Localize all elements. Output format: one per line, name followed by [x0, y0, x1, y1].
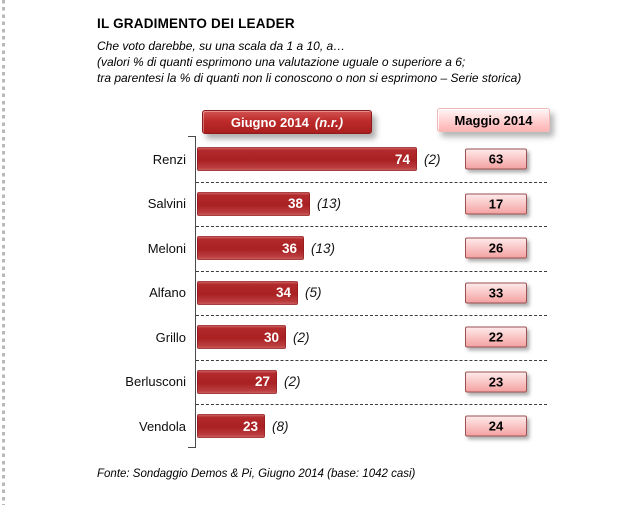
bar-value: 27: [254, 374, 270, 390]
bar-note: (5): [305, 285, 322, 301]
prev-value: 33: [488, 285, 504, 301]
bar-chart: Renzi 74 (2) 63 Salvini 38 (13) 17 Melon…: [0, 137, 627, 449]
left-perforation-border: [2, 0, 5, 505]
legend-june-suffix: (n.r.): [314, 114, 344, 130]
bar-note: (2): [293, 329, 310, 345]
bar-area: 27 (2): [197, 369, 301, 394]
page-title: IL GRADIMENTO DEI LEADER: [97, 16, 295, 31]
prev-value-box: 17: [465, 193, 527, 215]
prev-value: 24: [488, 418, 504, 434]
bar: 74: [197, 147, 417, 172]
prev-value-box: 24: [465, 415, 527, 437]
bar-value: 36: [281, 240, 297, 256]
bar: 38: [197, 191, 310, 216]
chart-row: Berlusconi 27 (2) 23: [0, 360, 627, 405]
chart-row: Renzi 74 (2) 63: [0, 137, 627, 182]
prev-value-box: 26: [465, 237, 527, 259]
row-label: Meloni: [147, 240, 186, 256]
bar-value: 74: [394, 151, 410, 167]
bar-value: 34: [275, 285, 291, 301]
bar-area: 23 (8): [197, 414, 289, 439]
subtitle-line-1: Che voto darebbe, su una scala da 1 a 10…: [97, 39, 346, 53]
bar: 36: [197, 236, 304, 261]
bar: 27: [197, 369, 277, 394]
prev-value-box: 63: [465, 148, 527, 170]
prev-value-box: 23: [465, 371, 527, 393]
chart-row: Salvini 38 (13) 17: [0, 182, 627, 227]
bar-value: 30: [263, 329, 279, 345]
legend-june-2014-badge: Giugno 2014 (n.r.): [202, 110, 372, 134]
prev-value-box: 33: [465, 282, 527, 304]
row-label: Berlusconi: [125, 374, 186, 390]
bar: 23: [197, 414, 265, 439]
row-label: Alfano: [149, 285, 186, 301]
legend-may-label: Maggio 2014: [454, 112, 533, 128]
source-note: Fonte: Sondaggio Demos & Pi, Giugno 2014…: [97, 468, 416, 480]
legend-june-label: Giugno 2014: [230, 114, 309, 130]
prev-value: 63: [488, 151, 504, 167]
bar-area: 30 (2): [197, 325, 310, 350]
bar: 30: [197, 325, 286, 350]
row-label: Grillo: [155, 329, 186, 345]
chart-row: Vendola 23 (8) 24: [0, 404, 627, 449]
prev-value: 23: [488, 374, 504, 390]
prev-value: 17: [488, 196, 504, 212]
chart-row: Grillo 30 (2) 22: [0, 315, 627, 360]
row-label: Renzi: [152, 151, 186, 167]
chart-subtitle: Che voto darebbe, su una scala da 1 a 10…: [97, 38, 521, 86]
bar: 34: [197, 280, 298, 305]
prev-value: 22: [488, 329, 504, 345]
bar-area: 38 (13): [197, 191, 342, 216]
row-label: Vendola: [139, 418, 186, 434]
y-axis: [188, 136, 196, 448]
bar-area: 34 (5): [197, 280, 322, 305]
prev-value: 26: [488, 240, 504, 256]
bar-note: (8): [272, 418, 289, 434]
subtitle-line-2: (valori % di quanti esprimono una valuta…: [97, 55, 466, 69]
bar-note: (2): [424, 151, 441, 167]
bar-note: (13): [317, 196, 342, 212]
row-label: Salvini: [147, 196, 186, 212]
chart-row: Meloni 36 (13) 26: [0, 226, 627, 271]
legend-may-2014-badge: Maggio 2014: [437, 108, 550, 132]
chart-row: Alfano 34 (5) 33: [0, 271, 627, 316]
bar-note: (13): [311, 240, 336, 256]
bar-value: 23: [242, 418, 258, 434]
bar-area: 74 (2): [197, 147, 441, 172]
bar-value: 38: [287, 196, 303, 212]
prev-value-box: 22: [465, 326, 527, 348]
subtitle-line-3: tra parentesi la % di quanti non li cono…: [97, 71, 522, 85]
bar-area: 36 (13): [197, 236, 336, 261]
bar-note: (2): [284, 374, 301, 390]
